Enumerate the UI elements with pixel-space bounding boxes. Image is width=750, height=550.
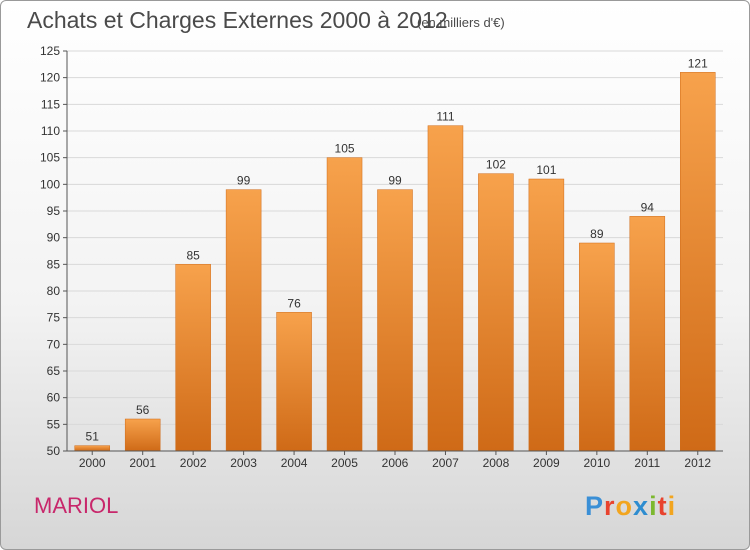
value-label: 102: [486, 158, 506, 172]
bar-2004: [276, 312, 312, 452]
x-tick-label: 2005: [331, 456, 358, 470]
x-tick-label: 2009: [533, 456, 560, 470]
bar-2002: [175, 264, 211, 452]
commune-name: MARIOL: [34, 493, 119, 518]
y-tick-label: 125: [40, 44, 60, 58]
value-label: 85: [186, 248, 200, 262]
x-tick-label: 2012: [684, 456, 711, 470]
y-tick-label: 90: [47, 231, 61, 245]
value-label: 111: [436, 110, 455, 124]
chart-title: Achats et Charges Externes 2000 à 2012: [27, 7, 448, 33]
bar-2001: [124, 418, 161, 452]
proxiti-logo: Proxiti: [585, 491, 677, 521]
x-tick-label: 2000: [79, 456, 106, 470]
y-tick-label: 75: [47, 311, 61, 325]
x-tick-label: 2003: [230, 456, 257, 470]
x-tick-label: 2007: [432, 456, 459, 470]
chart-subtitle: (en milliers d'€): [417, 15, 505, 30]
bars: 51 56 85 99 76 105 99 111 102 101 89 94 121: [74, 56, 716, 452]
y-tick-label: 60: [47, 391, 61, 405]
bar-2010: [579, 242, 615, 452]
bar-2008: [478, 173, 514, 452]
x-tick-label: 2008: [483, 456, 510, 470]
bar-2003: [225, 189, 262, 452]
value-label: 105: [335, 142, 355, 156]
x-tick-label: 2011: [634, 456, 660, 470]
bar-2009: [528, 178, 565, 452]
bar-2006: [377, 189, 413, 452]
y-tick-label: 85: [47, 257, 61, 271]
value-label: 89: [590, 227, 604, 241]
axes: 50 55 60 65 70 75 80 85 90 95 100 105 110 115 120 125 20…: [40, 44, 723, 470]
value-label: 101: [536, 163, 556, 177]
x-tick-label: 2002: [180, 456, 207, 470]
bar-2007: [427, 125, 464, 452]
y-tick-label: 65: [47, 364, 61, 378]
y-tick-label: 110: [41, 124, 60, 138]
value-label: 56: [136, 403, 150, 417]
value-label: 121: [688, 56, 708, 70]
value-label: 94: [641, 200, 655, 214]
y-tick-label: 115: [41, 97, 60, 111]
x-tick-label: 2001: [129, 456, 156, 470]
y-tick-label: 55: [47, 417, 61, 431]
bar-2012: [680, 72, 716, 452]
value-label: 99: [237, 174, 251, 188]
y-tick-label: 95: [47, 204, 61, 218]
x-tick-label: 2004: [281, 456, 308, 470]
bar-2005: [326, 157, 363, 452]
bar-2011: [629, 216, 666, 452]
x-tick-label: 2006: [382, 456, 409, 470]
y-tick-label: 100: [40, 177, 60, 191]
bar-2000: [74, 445, 110, 452]
value-label: 99: [388, 174, 402, 188]
value-label: 51: [86, 430, 100, 444]
y-tick-label: 120: [40, 71, 60, 85]
y-tick-label: 105: [40, 151, 60, 165]
y-tick-label: 70: [47, 337, 61, 351]
value-label: 76: [287, 296, 301, 310]
y-tick-label: 50: [47, 444, 61, 458]
x-tick-label: 2010: [583, 456, 610, 470]
y-tick-label: 80: [47, 284, 61, 298]
